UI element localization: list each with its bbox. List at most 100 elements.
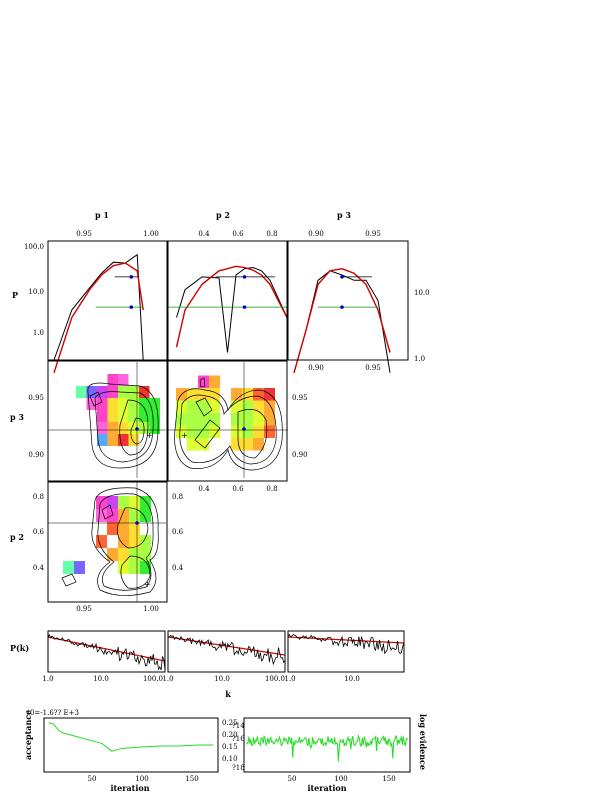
marg-p3-best-low <box>340 305 344 309</box>
row-label-p3: p 3 <box>10 412 24 422</box>
cells-p3p1-cell-22 <box>97 422 108 434</box>
panel-pk-1 <box>47 630 166 673</box>
acc-xlabel: iteration <box>110 783 149 792</box>
cells-p3p1-cell-21 <box>149 410 160 422</box>
power-spectrum-panels <box>47 633 405 671</box>
svg-text:+: + <box>144 580 151 589</box>
top-tick-p3-0: 0.90 <box>308 230 324 238</box>
pk3-data <box>287 633 405 655</box>
cells-p3p2-cell-37 <box>198 375 209 388</box>
cells-p3p2-cell-1 <box>187 388 198 401</box>
pk2-tick-1: 10.0 <box>214 675 230 683</box>
cells-p3p1-cell-12 <box>118 398 129 410</box>
marg-p1-best-high <box>129 275 134 279</box>
panel-p3-p1 <box>47 360 168 482</box>
marg-p2-fit-line <box>175 265 288 348</box>
cells-p3p1-cell-27 <box>149 422 160 434</box>
cells-p3p1-cell-5 <box>97 386 108 398</box>
hist3-bottom-tick-0: 0.90 <box>308 364 324 372</box>
cells-p3p2-cell-6 <box>253 388 264 401</box>
cells-p3p1-cell-25 <box>128 422 139 434</box>
hist-ylabel: P <box>12 290 18 300</box>
hist-tick-1: 1.0 <box>33 329 44 337</box>
p3row-bottom-p2-0: 0.4 <box>198 485 210 493</box>
cells-p2p1-cell-15 <box>129 535 140 548</box>
cells-p3p2-cell-13 <box>242 400 253 413</box>
svg-text:+: + <box>181 431 188 440</box>
p2-right-tick-04: 0.4 <box>172 564 184 572</box>
cells-p3p2-cell-24 <box>176 425 187 438</box>
pk-xlabel: k <box>225 689 231 699</box>
ev-xlabel: iteration <box>307 783 346 792</box>
cells-p2p1-cell-14 <box>118 535 129 548</box>
cells-p3p1-cell-3 <box>107 386 118 398</box>
cells-p2p1-cell-25 <box>140 561 151 574</box>
acc-xtick-0: 50 <box>88 775 97 783</box>
p3-right-tick-095: 0.95 <box>292 394 308 402</box>
cells-p3p2-cell-33 <box>198 438 209 451</box>
ev-xtick-1: 100 <box>334 775 347 783</box>
p2-left-tick-06: 0.6 <box>33 528 45 536</box>
heatmap-p2-p1 <box>63 496 151 574</box>
cells-p3p2-cell-34 <box>231 438 242 451</box>
cells-p2p1-cell-11 <box>118 522 129 535</box>
cells-p2p1-cell-19 <box>129 548 140 561</box>
cells-p3p1-cell-19 <box>128 410 139 422</box>
cells-p3p1-cell-11 <box>107 398 118 410</box>
cells-p3p2-cell-22 <box>253 413 264 426</box>
pk3-tick-1: 10.0 <box>344 675 360 683</box>
cells-p3p1-cell-0 <box>76 386 87 398</box>
cells-p3p1-cell-2 <box>107 374 118 386</box>
cells-p2p1-cell-8 <box>129 509 140 522</box>
top-tick-p3-1: 0.95 <box>365 230 381 238</box>
cells-p3p1-cell-8 <box>139 386 150 398</box>
cells-p3p2-cell-3 <box>209 388 220 401</box>
cells-p2p1-cell-13 <box>96 535 107 548</box>
ev-xtick-2: 150 <box>382 775 395 783</box>
cells-p2p1-cell-3 <box>129 496 140 509</box>
p3-left-tick-090: 0.90 <box>28 451 44 459</box>
cells-p2p1-cell-12 <box>129 522 140 535</box>
marg-p3-fit-line <box>293 267 391 373</box>
pk2-tick-0: 1.0 <box>162 675 173 683</box>
top-tick-p1-0: 0.95 <box>76 230 92 238</box>
cells-p3p2-cell-25 <box>187 425 198 438</box>
panel-p2-p1 <box>47 481 168 603</box>
log-evidence-line <box>245 734 409 762</box>
cells-p3p1-cell-18 <box>118 410 129 422</box>
cells-p2p1-cell-22 <box>74 561 85 574</box>
ev-ytick-2: 0.15 <box>222 743 238 751</box>
cells-p3p1-cell-9 <box>86 398 97 410</box>
top-title-p2: p 2 <box>216 210 230 220</box>
acceptance-line <box>48 722 214 752</box>
cells-p3p2-cell-36 <box>253 438 264 451</box>
hist3-tick-1: 1.0 <box>414 355 425 363</box>
cells-p2p1-cell-17 <box>107 548 118 561</box>
marg-p1-best-low <box>129 305 134 309</box>
cells-p3p1-cell-30 <box>118 434 129 446</box>
cells-p2p1-cell-10 <box>107 522 118 535</box>
cells-p3p2-cell-29 <box>242 425 253 438</box>
cells-p3p1-cell-17 <box>107 410 118 422</box>
cells-p3p2-cell-18 <box>198 413 209 426</box>
cells-p3p1-cell-16 <box>97 410 108 422</box>
cells-p3p1-cell-28 <box>97 434 108 446</box>
p2-right-tick-06: 0.6 <box>172 528 184 536</box>
marginal-p1 <box>53 253 144 374</box>
y0-annotation: y0=-1.6?? E+3 <box>25 709 79 717</box>
p2-left-tick-04: 0.4 <box>33 564 45 572</box>
top-tick-p1-1: 1.00 <box>143 230 159 238</box>
ev-ytick-3: 0.10 <box>222 755 238 763</box>
cells-p2p1-cell-1 <box>107 496 118 509</box>
top-tick-p2-0: 0.4 <box>198 230 210 238</box>
marginal-p3 <box>293 267 391 373</box>
cells-p2p1-cell-4 <box>140 496 151 509</box>
cells-p3p2-cell-21 <box>242 413 253 426</box>
cells-p3p1-cell-29 <box>107 434 118 446</box>
cells-p3p1-cell-24 <box>118 422 129 434</box>
ev-ytick-r1: ?16 <box>232 735 245 743</box>
hist-tick-100: 100.0 <box>24 243 44 251</box>
pk1-fit <box>47 636 166 662</box>
pk-ylabel: P(k) <box>10 643 29 653</box>
p2-left-tick-08: 0.8 <box>33 493 44 501</box>
